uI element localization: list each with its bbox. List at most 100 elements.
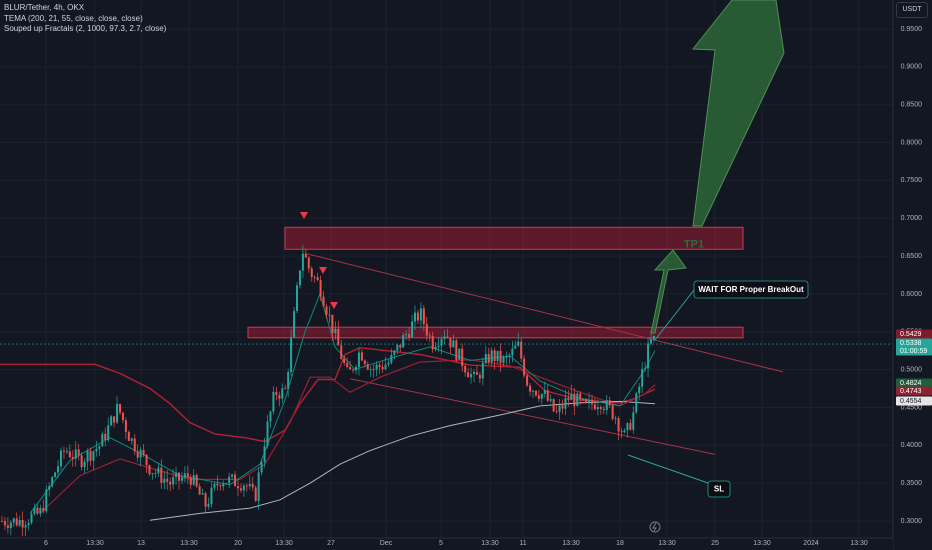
- candle: [9, 522, 12, 529]
- candle: [207, 504, 210, 507]
- y-tick-label: 0.8000: [901, 139, 923, 146]
- candle: [449, 337, 452, 348]
- y-tick-label: 0.6000: [901, 291, 923, 298]
- candle: [623, 430, 626, 433]
- candle: [349, 367, 352, 370]
- candle: [48, 486, 51, 490]
- candle: [284, 388, 287, 390]
- price-label: 0.5429: [900, 331, 922, 338]
- candle: [183, 473, 186, 478]
- candle: [278, 395, 281, 399]
- zones-layer: [247, 226, 744, 339]
- candle: [375, 364, 378, 370]
- candle: [186, 473, 189, 478]
- candle: [434, 346, 437, 350]
- candle: [3, 521, 6, 526]
- candle: [387, 362, 390, 365]
- candle: [511, 348, 514, 356]
- tema-55-line: [39, 359, 656, 514]
- candle: [384, 364, 387, 370]
- candle: [269, 411, 272, 422]
- price-label: 0.4824: [900, 380, 922, 387]
- candle: [107, 425, 110, 441]
- candle: [490, 350, 493, 363]
- y-tick-label: 0.3000: [901, 518, 923, 525]
- candle: [422, 308, 425, 324]
- candle: [260, 462, 263, 473]
- candle: [92, 451, 95, 461]
- price-label-box: [896, 338, 932, 348]
- wait-callout-box: [693, 280, 809, 299]
- fractal-down-marker: [330, 302, 338, 309]
- tema-indicator-label[interactable]: TEMA (200, 21, 55, close, close, close): [4, 13, 143, 23]
- candle: [62, 450, 65, 452]
- price-label: 01:00:59: [900, 348, 927, 355]
- candle: [119, 403, 121, 413]
- candle: [310, 268, 313, 278]
- y-tick-label: 0.4000: [901, 442, 923, 449]
- candle: [470, 373, 473, 378]
- candle: [304, 253, 307, 258]
- symbol-title[interactable]: BLUR/Tether, 4h, OKX: [4, 3, 85, 12]
- candle: [178, 472, 180, 481]
- candle: [166, 478, 169, 482]
- candle: [431, 335, 434, 350]
- candle: [242, 485, 245, 491]
- candle: [567, 398, 570, 400]
- candle: [219, 485, 222, 487]
- fractal-down-marker: [319, 267, 327, 274]
- candle: [366, 364, 369, 370]
- y-tick-label: 0.5000: [901, 366, 923, 373]
- candle: [514, 345, 517, 349]
- candle: [124, 420, 127, 432]
- candle: [60, 450, 62, 467]
- candle: [573, 393, 576, 407]
- candle: [287, 372, 290, 389]
- x-tick-label: 5: [439, 540, 443, 547]
- fractal-down-marker: [300, 212, 308, 219]
- candle: [502, 356, 505, 363]
- candle: [602, 409, 605, 411]
- x-tick-label: 13: [137, 540, 145, 547]
- candle: [446, 336, 449, 338]
- candle: [582, 399, 585, 400]
- candle: [579, 393, 582, 400]
- candle: [570, 393, 573, 400]
- candle: [372, 369, 375, 370]
- candle: [74, 449, 77, 459]
- candle: [272, 391, 275, 412]
- candle: [523, 358, 526, 376]
- candle: [614, 418, 617, 419]
- candle: [517, 341, 520, 346]
- candle: [1, 521, 3, 522]
- x-tick-label: 2024: [803, 540, 819, 547]
- lightning-icon: [649, 521, 661, 533]
- candle: [231, 474, 234, 477]
- candle: [296, 285, 298, 311]
- candle: [473, 371, 475, 374]
- breakout-zone: [247, 326, 744, 339]
- candle: [532, 390, 534, 392]
- candle: [68, 451, 71, 458]
- candle: [481, 362, 484, 379]
- candle: [21, 519, 24, 528]
- y-tick-label: 0.7000: [901, 215, 923, 222]
- x-tick-label: 13:30: [753, 540, 771, 547]
- candle: [80, 455, 83, 468]
- candle: [593, 404, 596, 410]
- sl-callout-box: [707, 480, 731, 498]
- x-tick-label: 13:30: [86, 540, 104, 547]
- fractals-indicator-label[interactable]: Souped up Fractals (2, 1000, 97.3, 2.7, …: [4, 24, 167, 33]
- y-tick-label: 0.7500: [901, 177, 923, 184]
- candle: [116, 403, 119, 423]
- x-tick-label: 13:30: [180, 540, 198, 547]
- candle: [12, 518, 15, 523]
- breakout-arrow: [650, 249, 687, 334]
- y-tick-label: 0.9000: [901, 64, 923, 71]
- tp1-zone: [284, 226, 744, 250]
- currency-button[interactable]: USDT: [896, 2, 928, 18]
- candle: [425, 323, 428, 336]
- candle: [508, 355, 511, 357]
- candle: [228, 476, 231, 484]
